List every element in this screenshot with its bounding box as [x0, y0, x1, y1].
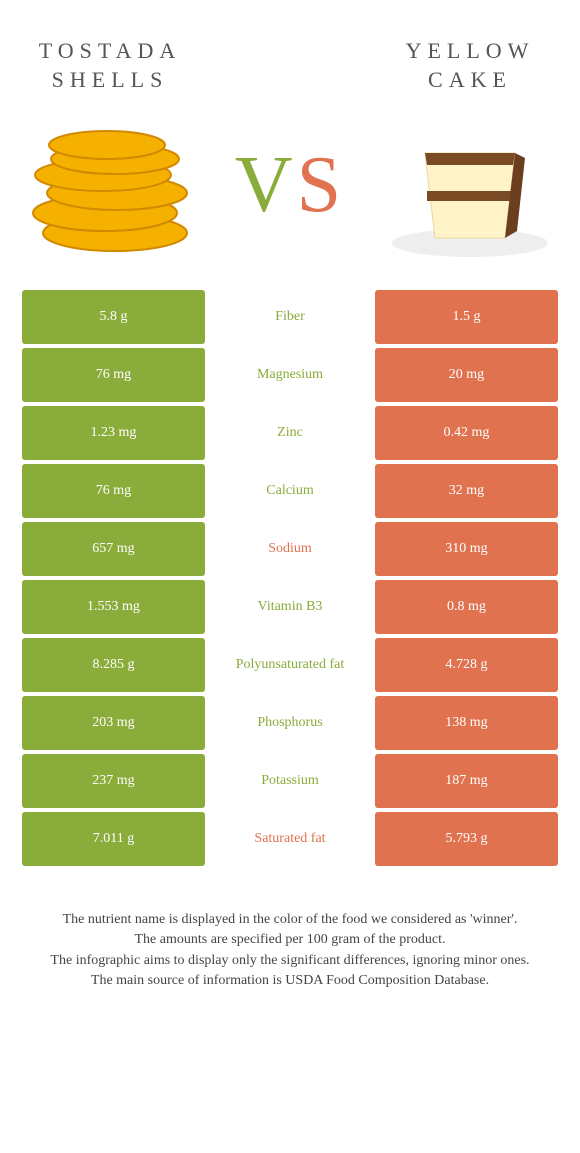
nutrient-label: Saturated fat — [205, 812, 375, 866]
cake-icon — [385, 113, 555, 263]
nutrient-table: 5.8 gFiber1.5 g76 mgMagnesium20 mg1.23 m… — [0, 290, 580, 866]
right-value: 0.42 mg — [375, 406, 558, 460]
table-row: 203 mgPhosphorus138 mg — [22, 696, 558, 750]
left-food: Tostada shells — [20, 37, 200, 262]
header: Tostada shells VS Yellow cake — [0, 0, 580, 290]
right-food: Yellow cake — [380, 37, 560, 262]
table-row: 76 mgCalcium32 mg — [22, 464, 558, 518]
nutrient-label: Polyunsaturated fat — [205, 638, 375, 692]
table-row: 657 mgSodium310 mg — [22, 522, 558, 576]
left-value: 5.8 g — [22, 290, 205, 344]
right-title: Yellow cake — [380, 37, 560, 94]
left-value: 76 mg — [22, 348, 205, 402]
nutrient-label: Vitamin B3 — [205, 580, 375, 634]
vs-label: VS — [235, 140, 345, 231]
left-value: 76 mg — [22, 464, 205, 518]
table-row: 5.8 gFiber1.5 g — [22, 290, 558, 344]
footer-line: The amounts are specified per 100 gram o… — [18, 930, 562, 950]
nutrient-label: Calcium — [205, 464, 375, 518]
footer-line: The main source of information is USDA F… — [18, 971, 562, 991]
left-value: 203 mg — [22, 696, 205, 750]
vs-s: S — [297, 141, 346, 229]
right-value: 5.793 g — [375, 812, 558, 866]
vs-v: V — [235, 141, 297, 229]
nutrient-label: Potassium — [205, 754, 375, 808]
right-value: 32 mg — [375, 464, 558, 518]
tostada-icon — [25, 113, 195, 263]
table-row: 237 mgPotassium187 mg — [22, 754, 558, 808]
table-row: 7.011 gSaturated fat5.793 g — [22, 812, 558, 866]
table-row: 8.285 gPolyunsaturated fat4.728 g — [22, 638, 558, 692]
footer-line: The infographic aims to display only the… — [18, 951, 562, 971]
left-title: Tostada shells — [20, 37, 200, 94]
left-value: 8.285 g — [22, 638, 205, 692]
right-value: 138 mg — [375, 696, 558, 750]
right-value: 187 mg — [375, 754, 558, 808]
nutrient-label: Sodium — [205, 522, 375, 576]
table-row: 1.553 mgVitamin B30.8 mg — [22, 580, 558, 634]
nutrient-label: Fiber — [205, 290, 375, 344]
left-value: 1.553 mg — [22, 580, 205, 634]
right-value: 310 mg — [375, 522, 558, 576]
left-value: 657 mg — [22, 522, 205, 576]
right-value: 4.728 g — [375, 638, 558, 692]
nutrient-label: Zinc — [205, 406, 375, 460]
left-value: 7.011 g — [22, 812, 205, 866]
right-value: 1.5 g — [375, 290, 558, 344]
footer-notes: The nutrient name is displayed in the co… — [0, 870, 580, 991]
right-value: 0.8 mg — [375, 580, 558, 634]
nutrient-label: Phosphorus — [205, 696, 375, 750]
left-value: 237 mg — [22, 754, 205, 808]
table-row: 1.23 mgZinc0.42 mg — [22, 406, 558, 460]
left-value: 1.23 mg — [22, 406, 205, 460]
right-value: 20 mg — [375, 348, 558, 402]
footer-line: The nutrient name is displayed in the co… — [18, 910, 562, 930]
table-row: 76 mgMagnesium20 mg — [22, 348, 558, 402]
nutrient-label: Magnesium — [205, 348, 375, 402]
